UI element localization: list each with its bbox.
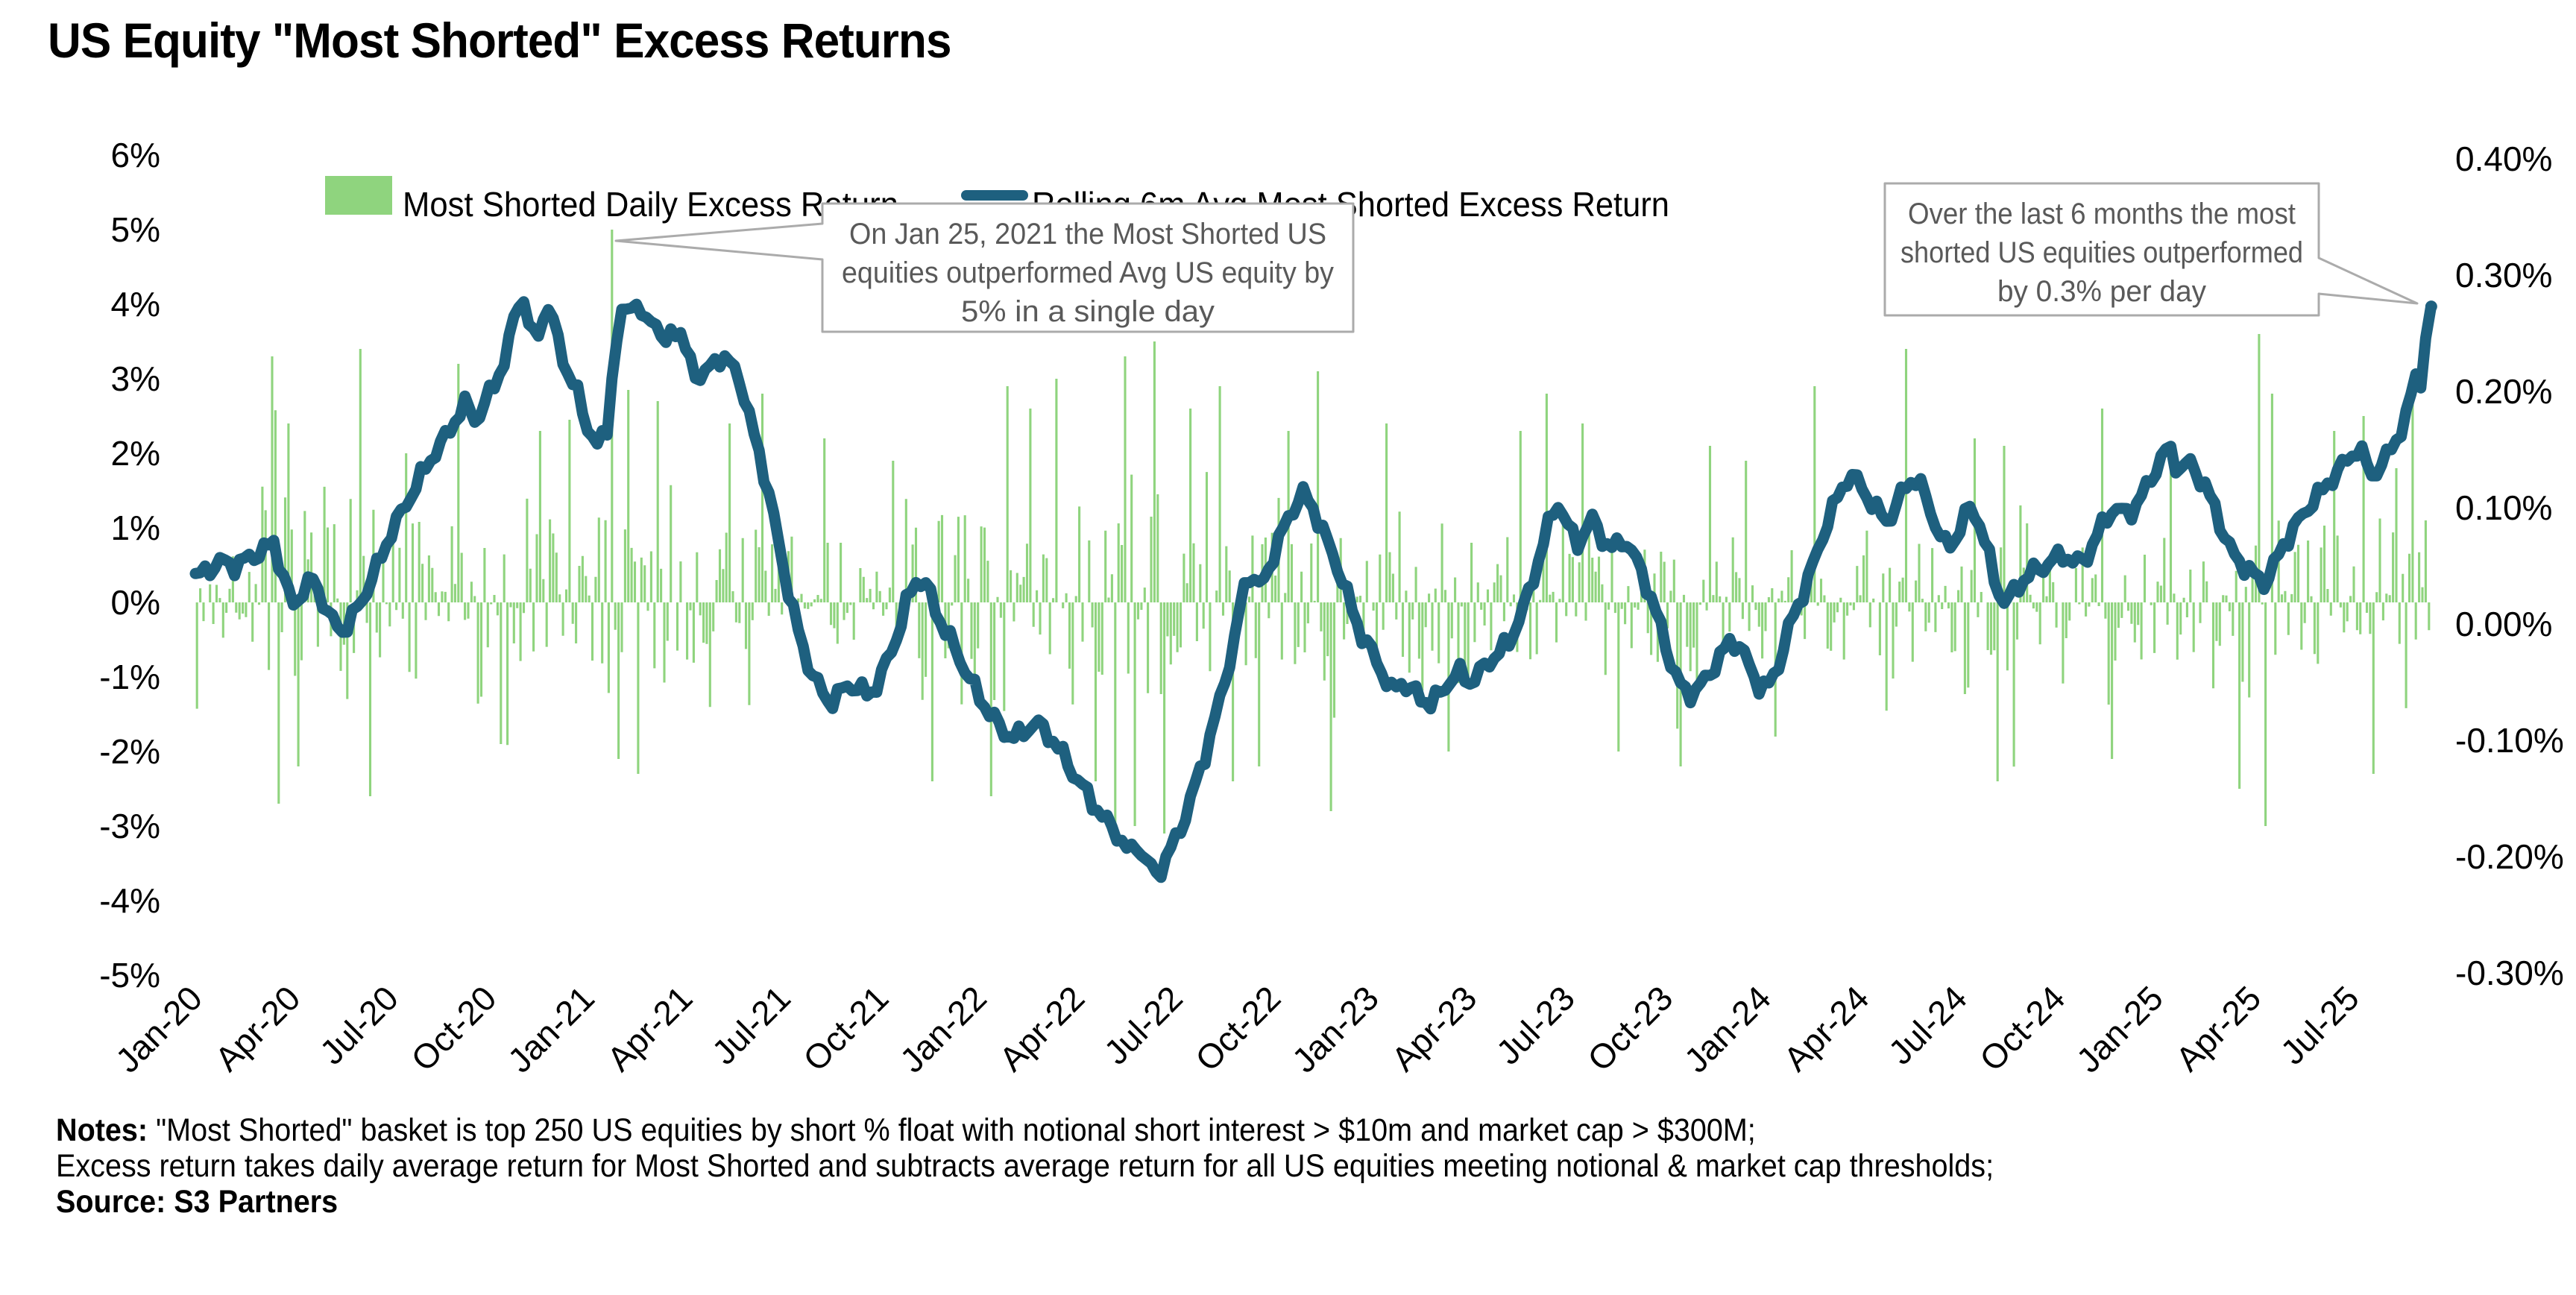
notes-block: Notes: "Most Shorted" basket is top 250 … [56, 1112, 1994, 1220]
x-axis-tick-label: Jan-21 [500, 978, 602, 1080]
x-axis-tick-label: Oct-23 [1580, 978, 1680, 1078]
left-axis-ticks: 6% 5% 4% 3% 2% 1% 0% -1% -2% -3% -4% -5% [99, 136, 160, 995]
source-line: Source: S3 Partners [56, 1184, 338, 1220]
callout-jan-2021-text: equities outperformed Avg US equity by [842, 256, 1334, 289]
x-axis-tick-label: Jul-23 [1489, 978, 1582, 1071]
x-axis-tick-label: Apr-24 [1776, 978, 1876, 1078]
x-axis-tick-label: Apr-20 [207, 978, 307, 1078]
x-axis-tick-label: Jul-24 [1881, 978, 1974, 1071]
left-axis-tick-label: -5% [99, 956, 160, 995]
x-axis-tick-label: Jan-22 [892, 978, 994, 1080]
x-axis-tick-label: Apr-21 [599, 978, 699, 1078]
left-axis-tick-label: -1% [99, 658, 160, 696]
callout-last-6m: Over the last 6 months the most shorted U… [1883, 182, 2419, 317]
left-axis-tick-label: -4% [99, 881, 160, 920]
x-axis-tick-label: Apr-22 [992, 978, 1092, 1078]
callout-last-6m-text: shorted US equities outperformed [1900, 236, 2303, 269]
rolling-avg-line [189, 296, 2437, 883]
left-axis-tick-label: -2% [99, 732, 160, 771]
left-axis-tick-label: 1% [111, 508, 160, 547]
daily-bars-series [195, 230, 2431, 834]
x-axis-tick-label: Jul-20 [312, 978, 406, 1071]
x-axis-tick-label: Jan-23 [1285, 978, 1386, 1080]
left-axis-tick-label: -3% [99, 807, 160, 845]
x-axis-tick-label: Oct-20 [403, 978, 503, 1078]
right-axis-ticks: 0.40% 0.30% 0.20% 0.10% 0.00% -0.10% -0.20% -0.… [2455, 139, 2564, 992]
rolling-6m-avg-line [189, 296, 2437, 883]
right-axis-tick-label: -0.20% [2455, 837, 2564, 876]
callout-last-6m-box [1883, 182, 2419, 317]
daily-excess-return-bars [195, 230, 2431, 834]
left-axis-tick-label: 4% [111, 285, 160, 324]
right-axis-tick-label: 0.00% [2455, 605, 2552, 643]
callout-jan-2021-text: 5% in a single day [961, 295, 1215, 328]
x-axis-tick-label: Jul-22 [1097, 978, 1190, 1071]
right-axis-tick-label: 0.30% [2455, 256, 2552, 294]
callout-last-6m-text: Over the last 6 months the most [1908, 198, 2296, 230]
callout-jan-2021-box [614, 202, 1355, 333]
x-axis-tick-label: Oct-21 [796, 978, 895, 1078]
callout-jan-2021-text: On Jan 25, 2021 the Most Shorted US [849, 218, 1326, 251]
chart-title: US Equity "Most Shorted" Excess Returns [48, 13, 951, 68]
right-axis-tick-label: 0.40% [2455, 139, 2552, 178]
right-axis-tick-label: 0.20% [2455, 372, 2552, 411]
x-axis-tick-label: Jan-25 [2069, 978, 2170, 1080]
x-axis-tick-label: Apr-23 [1384, 978, 1484, 1078]
legend-label-daily: Most Shorted Daily Excess Return [403, 185, 898, 224]
rolling-line-endpoint-marker [2425, 300, 2437, 313]
right-axis-tick-label: -0.30% [2455, 954, 2564, 992]
x-axis-tick-label: Jul-21 [705, 978, 798, 1071]
x-axis-tick-label: Jan-24 [1677, 978, 1778, 1080]
left-axis-tick-label: 3% [111, 359, 160, 398]
notes-heading: Notes: [56, 1112, 148, 1148]
legend-item-daily: Most Shorted Daily Excess Return [325, 176, 898, 224]
x-axis-tick-label: Oct-24 [1972, 978, 2072, 1078]
notes-line-1: Notes: "Most Shorted" basket is top 250 … [56, 1112, 1994, 1148]
x-axis-tick-label: Apr-25 [2168, 978, 2268, 1078]
right-axis-tick-label: 0.10% [2455, 488, 2552, 527]
callout-jan-2021: On Jan 25, 2021 the Most Shorted US equit… [614, 202, 1355, 333]
notes-line1-text: "Most Shorted" basket is top 250 US equi… [156, 1112, 1756, 1148]
left-axis-tick-label: 6% [111, 136, 160, 174]
daily-series-swatch-icon [325, 176, 392, 215]
right-axis-tick-label: -0.10% [2455, 721, 2564, 760]
left-axis-tick-label: 2% [111, 434, 160, 473]
x-axis-tick-label: Jul-25 [2273, 978, 2366, 1071]
x-axis-tick-label: Oct-22 [1188, 978, 1288, 1078]
callout-last-6m-text: by 0.3% per day [1997, 275, 2206, 308]
left-axis-tick-label: 5% [111, 210, 160, 249]
left-axis-tick-label: 0% [111, 583, 160, 622]
notes-line-2: Excess return takes daily average return… [56, 1148, 1994, 1185]
